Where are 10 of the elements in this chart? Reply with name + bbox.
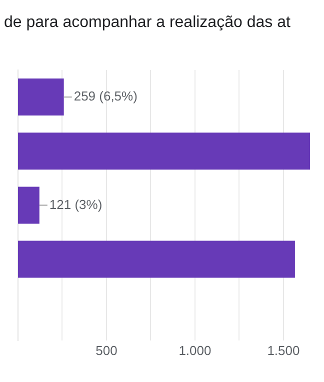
x-tick-label: 1.000	[178, 342, 212, 358]
bar	[18, 240, 295, 278]
bar	[18, 132, 310, 170]
data-label: 259 (6,5%)	[74, 88, 138, 104]
bar	[18, 186, 40, 224]
x-tick-label: 1.500	[267, 342, 300, 358]
bar	[18, 78, 64, 116]
chart-title: de para acompanhar a realização das at	[4, 14, 292, 32]
x-tick-label: 500	[96, 342, 118, 358]
data-label: 121 (3%)	[49, 196, 102, 212]
